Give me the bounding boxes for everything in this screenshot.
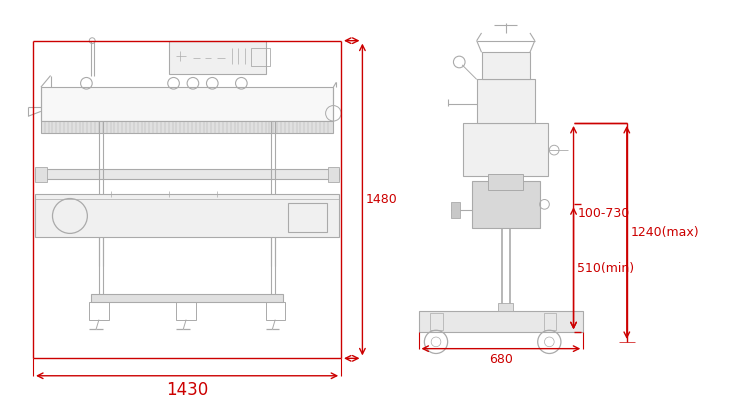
Text: 510(min): 510(min) (578, 262, 634, 275)
Text: 680: 680 (489, 354, 513, 366)
Bar (35, 170, 339, 179)
Bar (477, 80, 535, 123)
Bar (328, 166, 339, 182)
Bar (92, 294, 283, 302)
Bar (35, 166, 46, 182)
Bar (430, 313, 442, 330)
Text: 1480: 1480 (365, 193, 397, 206)
Bar (544, 313, 556, 330)
Bar (266, 302, 285, 320)
Bar (451, 202, 460, 218)
Bar (251, 48, 271, 66)
Bar (419, 311, 584, 332)
Text: 1240(max): 1240(max) (631, 226, 699, 239)
Bar (498, 303, 514, 311)
Bar (482, 52, 530, 80)
Bar (288, 203, 326, 232)
Bar (176, 302, 196, 320)
Bar (41, 87, 333, 121)
Text: 100-730: 100-730 (578, 206, 630, 220)
Text: 1430: 1430 (166, 381, 208, 399)
Bar (89, 302, 109, 320)
Bar (488, 174, 524, 190)
Bar (35, 194, 339, 237)
Bar (464, 123, 548, 176)
Bar (169, 41, 266, 74)
Bar (472, 181, 540, 228)
Bar (41, 121, 333, 133)
